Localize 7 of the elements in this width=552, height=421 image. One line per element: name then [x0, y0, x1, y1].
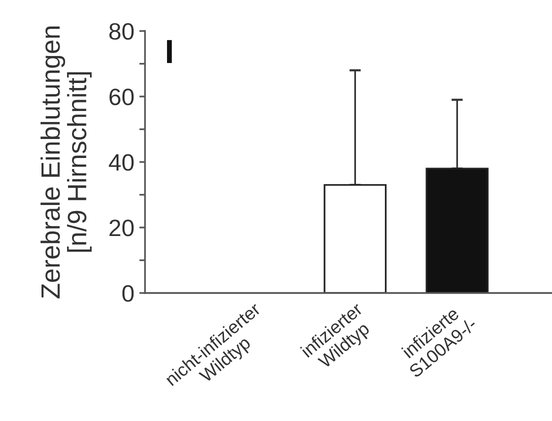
- y-tick-label: 80: [109, 23, 134, 40]
- y-axis-title: Zerebrale Einblutungen [n/9 Hirnschnitt]: [40, 26, 92, 298]
- y-tick-label: 0: [122, 285, 134, 302]
- y-tick-label: 40: [108, 154, 134, 171]
- y-tick-label: 60: [110, 88, 134, 106]
- y-tick-label: 20: [110, 220, 134, 236]
- annotation: I: [167, 40, 172, 64]
